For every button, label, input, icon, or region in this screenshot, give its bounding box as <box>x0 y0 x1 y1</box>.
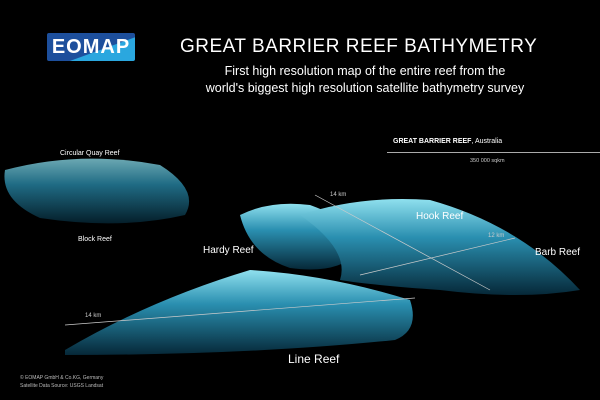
circular-quay-reef-shape <box>4 158 190 224</box>
data-source-text: Satellite Data Source: USGS Landsat <box>20 383 104 389</box>
line-distance-line <box>64 297 416 326</box>
line-reef-label: Line Reef <box>288 352 340 366</box>
barb-distance-line <box>359 237 516 276</box>
hardy-reef-label: Hardy Reef <box>203 245 254 256</box>
line-reef-shape <box>65 270 413 355</box>
barb-reef-label: Barb Reef <box>535 247 581 258</box>
subtitle-line-2: world's biggest high resolution satellit… <box>205 81 525 95</box>
divider <box>387 152 600 153</box>
hook-distance-label: 14 km <box>330 192 347 198</box>
circular-quay-reef-label: Circular Quay Reef <box>60 150 120 157</box>
eomap-logo: EOMAP <box>47 33 135 61</box>
location-name: GREAT BARRIER REEF <box>393 138 472 145</box>
block-reef-label: Block Reef <box>78 236 112 243</box>
copyright-text: © EOMAP GmbH & Co.KG, Germany <box>20 375 104 381</box>
location-country: , Australia <box>471 138 503 145</box>
line-distance-label: 14 km <box>85 313 102 319</box>
subtitle-line-1: First high resolution map of the entire … <box>224 64 506 78</box>
area-label: 350 000 sqkm <box>470 158 505 164</box>
hook-reef-shape <box>300 199 580 295</box>
barb-distance-label: 12 km <box>488 233 505 239</box>
page-title: GREAT BARRIER REEF BATHYMETRY <box>180 36 538 57</box>
location-label: GREAT BARRIER REEF, Australia <box>393 138 502 145</box>
hook-reef-label: Hook Reef <box>416 211 464 222</box>
hook-distance-line <box>314 194 491 291</box>
